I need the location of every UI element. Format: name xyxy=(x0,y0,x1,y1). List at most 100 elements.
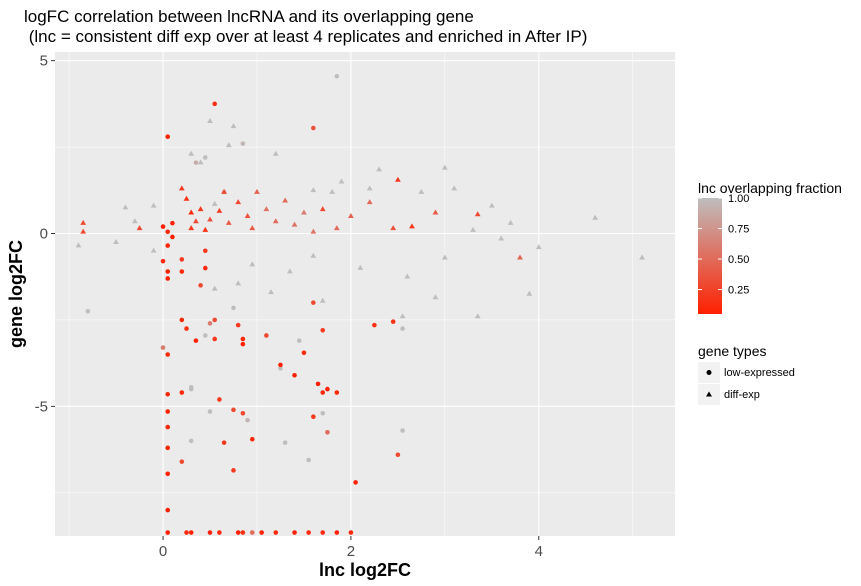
data-point-low-expressed xyxy=(207,321,213,326)
data-point-diff-exp xyxy=(286,268,293,274)
legend-label-low-expressed: low-expressed xyxy=(724,367,795,379)
y-tick-label: -5 xyxy=(35,398,48,415)
x-tick-label: 2 xyxy=(347,543,355,560)
data-point-low-expressed xyxy=(231,305,236,311)
data-point-low-expressed xyxy=(311,300,316,305)
data-point-low-expressed xyxy=(315,381,321,387)
data-point-low-expressed xyxy=(165,445,171,451)
data-point-low-expressed xyxy=(165,424,171,430)
data-point-diff-exp xyxy=(366,185,373,191)
data-point-diff-exp xyxy=(131,218,138,224)
data-point-diff-exp xyxy=(254,188,260,194)
data-point-low-expressed xyxy=(231,468,236,473)
data-point-diff-exp xyxy=(80,228,87,234)
chart-title-line2: (lnc = consistent diff exp over at least… xyxy=(24,27,587,46)
data-point-low-expressed xyxy=(249,436,255,442)
data-point-low-expressed xyxy=(165,276,171,281)
data-point-diff-exp xyxy=(394,176,401,182)
data-point-diff-exp xyxy=(592,214,599,220)
data-point-diff-exp xyxy=(263,206,270,212)
data-point-diff-exp xyxy=(404,273,411,279)
data-point-diff-exp xyxy=(451,185,458,191)
data-point-diff-exp xyxy=(399,313,406,319)
data-point-low-expressed xyxy=(165,391,171,397)
data-point-low-expressed xyxy=(334,530,340,535)
data-point-low-expressed xyxy=(217,530,222,535)
data-point-low-expressed xyxy=(231,407,236,413)
data-point-diff-exp xyxy=(122,204,129,210)
data-point-diff-exp xyxy=(310,187,317,193)
data-point-low-expressed xyxy=(320,530,326,535)
color-legend-label: 0.50 xyxy=(728,254,749,266)
data-point-low-expressed xyxy=(320,328,326,333)
data-point-diff-exp xyxy=(526,290,533,296)
data-point-low-expressed xyxy=(325,386,330,392)
data-point-low-expressed xyxy=(160,258,166,264)
data-point-diff-exp xyxy=(244,213,251,219)
data-point-diff-exp xyxy=(150,247,157,253)
color-legend-title: lnc overlapping fraction xyxy=(698,180,842,196)
data-point-low-expressed xyxy=(282,440,288,445)
data-point-low-expressed xyxy=(212,101,217,107)
data-point-diff-exp xyxy=(282,197,289,203)
data-point-diff-exp xyxy=(441,164,448,170)
data-point-diff-exp xyxy=(517,254,523,260)
data-point-low-expressed xyxy=(165,243,171,248)
data-point-diff-exp xyxy=(183,195,190,201)
data-points xyxy=(75,73,646,535)
color-legend-label: 1.00 xyxy=(728,193,749,205)
data-point-low-expressed xyxy=(217,397,222,402)
data-point-low-expressed xyxy=(165,409,171,414)
data-point-diff-exp xyxy=(211,200,218,206)
data-point-diff-exp xyxy=(202,226,209,232)
data-point-low-expressed xyxy=(400,326,405,331)
data-point-low-expressed xyxy=(311,414,316,420)
data-point-low-expressed xyxy=(278,366,283,371)
data-point-diff-exp xyxy=(80,219,87,225)
data-point-diff-exp xyxy=(211,285,218,291)
x-tick-label: 0 xyxy=(159,543,167,560)
data-point-diff-exp xyxy=(136,225,143,231)
data-point-diff-exp xyxy=(113,238,119,244)
data-point-low-expressed xyxy=(273,530,279,535)
data-point-low-expressed xyxy=(320,390,326,395)
data-point-low-expressed xyxy=(400,428,405,433)
data-point-low-expressed xyxy=(193,160,199,165)
data-point-low-expressed xyxy=(165,471,171,477)
data-point-diff-exp xyxy=(319,206,326,212)
data-point-diff-exp xyxy=(409,223,415,229)
data-point-low-expressed xyxy=(292,372,297,378)
y-tick-label: 0 xyxy=(40,226,48,243)
data-point-low-expressed xyxy=(165,507,171,513)
data-point-low-expressed xyxy=(311,125,316,131)
data-point-low-expressed xyxy=(184,530,189,535)
y-tick-label: 5 xyxy=(40,53,48,70)
data-point-diff-exp xyxy=(207,216,213,222)
data-point-diff-exp xyxy=(188,209,195,215)
data-point-low-expressed xyxy=(179,390,185,395)
data-point-diff-exp xyxy=(390,225,397,231)
data-point-low-expressed xyxy=(306,530,311,535)
data-point-diff-exp xyxy=(488,202,495,208)
chart-title-line1: logFC correlation between lncRNA and its… xyxy=(24,7,474,26)
data-point-diff-exp xyxy=(366,199,373,205)
y-axis-title: gene log2FC xyxy=(6,240,26,348)
data-point-diff-exp xyxy=(432,294,439,300)
data-point-diff-exp xyxy=(225,219,232,225)
data-point-low-expressed xyxy=(188,530,194,535)
data-point-diff-exp xyxy=(333,225,340,231)
data-point-diff-exp xyxy=(193,218,199,224)
data-point-diff-exp xyxy=(197,206,204,212)
plot-panel xyxy=(55,52,675,536)
x-tick-label: 4 xyxy=(535,543,543,560)
data-point-diff-exp xyxy=(272,218,279,224)
data-point-low-expressed xyxy=(348,530,354,535)
data-point-low-expressed xyxy=(221,440,227,445)
data-point-low-expressed xyxy=(179,459,185,464)
data-point-diff-exp xyxy=(291,221,298,227)
data-point-low-expressed xyxy=(325,429,330,435)
data-point-diff-exp xyxy=(221,188,227,194)
data-point-diff-exp xyxy=(357,264,364,270)
data-point-low-expressed xyxy=(198,283,203,288)
